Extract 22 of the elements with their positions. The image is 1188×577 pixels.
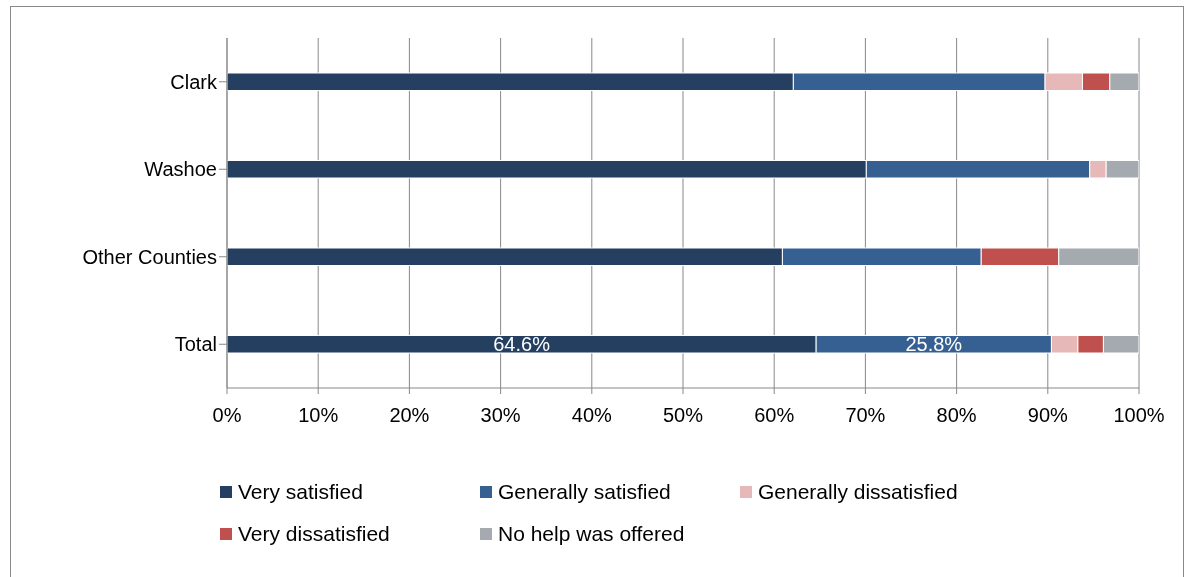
x-tick-label: 20% bbox=[389, 404, 430, 427]
data-label: 25.8% bbox=[905, 333, 963, 356]
y-tick-label: Total bbox=[174, 333, 217, 356]
legend-label: Very dissatisfied bbox=[238, 522, 390, 546]
x-tick-label: 0% bbox=[212, 404, 242, 427]
y-tick-label: Other Counties bbox=[82, 245, 217, 268]
x-tick-label: 70% bbox=[845, 404, 886, 427]
x-tick-label: 40% bbox=[571, 404, 613, 427]
x-tick-label: 80% bbox=[936, 404, 977, 427]
x-tick-label: 10% bbox=[298, 404, 339, 427]
x-tick-label: 30% bbox=[480, 404, 521, 427]
legend-label: Generally satisfied bbox=[498, 480, 671, 504]
x-tick-label: 50% bbox=[662, 404, 704, 427]
x-tick-label: 90% bbox=[1027, 404, 1069, 427]
legend-label: No help was offered bbox=[498, 522, 685, 546]
data-label: 64.6% bbox=[493, 333, 551, 356]
legend-label: Very satisfied bbox=[238, 480, 363, 504]
legend-label: Generally dissatisfied bbox=[758, 480, 958, 504]
y-tick-label: Clark bbox=[170, 70, 218, 93]
y-tick-label: Washoe bbox=[144, 158, 217, 181]
x-tick-label: 60% bbox=[754, 404, 795, 427]
x-tick-label: 100% bbox=[1113, 404, 1165, 427]
